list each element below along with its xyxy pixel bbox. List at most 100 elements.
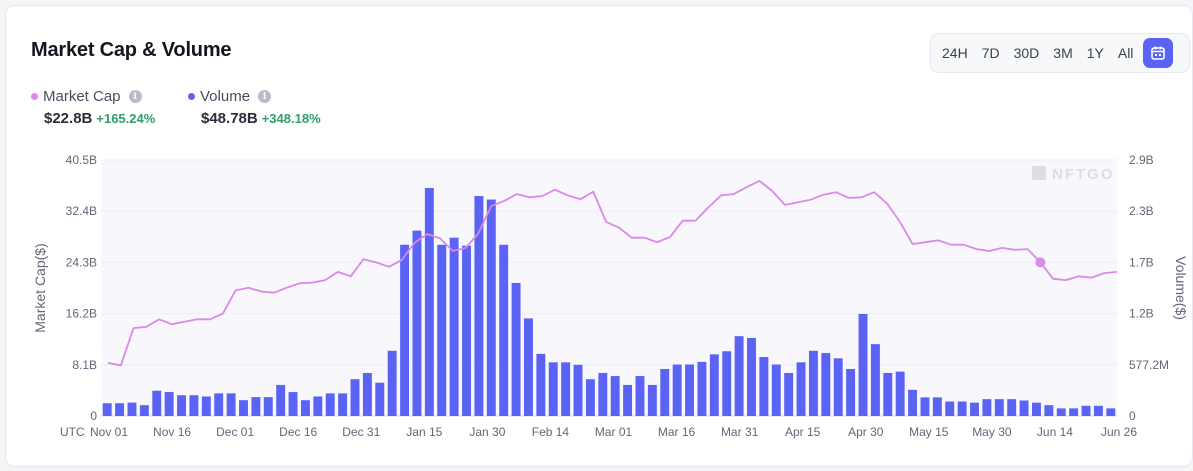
volume-bar[interactable] — [214, 393, 224, 416]
volume-bar[interactable] — [957, 401, 967, 416]
range-all-button[interactable]: All — [1117, 45, 1134, 61]
volume-bar[interactable] — [970, 402, 979, 416]
market-cap-point[interactable] — [1035, 257, 1046, 268]
volume-bar[interactable] — [821, 353, 831, 416]
volume-bar[interactable] — [239, 400, 248, 416]
volume-bar[interactable] — [226, 393, 236, 416]
volume-bar[interactable] — [462, 245, 471, 416]
volume-bar[interactable] — [895, 371, 905, 416]
volume-bar[interactable] — [982, 399, 992, 416]
volume-bar[interactable] — [610, 376, 620, 416]
volume-bar[interactable] — [375, 382, 385, 416]
range-1y-button[interactable]: 1Y — [1086, 45, 1104, 61]
volume-bar[interactable] — [994, 399, 1004, 416]
volume-bar[interactable] — [474, 196, 484, 416]
volume-bar[interactable] — [201, 396, 211, 416]
volume-bar[interactable] — [561, 362, 571, 416]
volume-bar[interactable] — [722, 351, 732, 416]
volume-bar[interactable] — [808, 350, 818, 416]
volume-bar[interactable] — [1056, 408, 1066, 416]
volume-bar[interactable] — [883, 372, 893, 416]
volume-bar[interactable] — [524, 318, 533, 416]
volume-bar[interactable] — [362, 372, 372, 416]
legend-volume[interactable]: Volume i $48.78B +348.18% — [188, 88, 321, 127]
volume-bar[interactable] — [858, 313, 868, 416]
volume-bar[interactable] — [771, 364, 781, 416]
volume-bar[interactable] — [660, 368, 670, 416]
volume-bar[interactable] — [1044, 405, 1054, 416]
volume-bar[interactable] — [759, 357, 769, 416]
volume-bar[interactable] — [189, 395, 199, 416]
volume-bar[interactable] — [288, 392, 298, 416]
volume-bar[interactable] — [300, 400, 310, 416]
volume-bar[interactable] — [387, 350, 397, 416]
volume-bar[interactable] — [1093, 405, 1103, 416]
info-icon[interactable]: i — [128, 90, 142, 103]
range-24h-button[interactable]: 24H — [942, 45, 968, 61]
volume-bar[interactable] — [945, 401, 955, 416]
volume-bar[interactable] — [1032, 402, 1041, 416]
volume-bar[interactable] — [1069, 408, 1079, 416]
volume-bar[interactable] — [276, 384, 286, 416]
volume-bar[interactable] — [127, 402, 137, 416]
volume-bar[interactable] — [870, 344, 880, 416]
volume-bar[interactable] — [846, 368, 856, 416]
volume-bar[interactable] — [697, 361, 707, 416]
volume-bar[interactable] — [152, 390, 162, 416]
volume-bar[interactable] — [1007, 399, 1017, 416]
y-left-tick-label: 8.1B — [72, 358, 97, 372]
volume-bar[interactable] — [635, 376, 645, 416]
calendar-button[interactable] — [1143, 38, 1174, 68]
volume-bar[interactable] — [115, 403, 125, 416]
range-3m-button[interactable]: 3M — [1053, 45, 1073, 61]
volume-bar[interactable] — [437, 244, 447, 416]
volume-bar[interactable] — [313, 396, 323, 416]
volume-bar[interactable] — [573, 364, 583, 416]
volume-bar[interactable] — [833, 358, 843, 416]
volume-bar[interactable] — [796, 362, 806, 416]
volume-bar[interactable] — [548, 362, 558, 416]
info-icon[interactable]: i — [258, 90, 272, 103]
nftgo-watermark: NFTGO — [1032, 166, 1113, 183]
volume-bar[interactable] — [486, 199, 496, 416]
volume-bar[interactable] — [647, 384, 657, 416]
volume-bar[interactable] — [177, 395, 186, 416]
volume-bar[interactable] — [908, 389, 918, 416]
volume-bar[interactable] — [251, 397, 261, 416]
y-right-tick-label: 2.9B — [1129, 153, 1154, 167]
volume-bar[interactable] — [709, 354, 719, 416]
volume-bar[interactable] — [350, 379, 360, 416]
market-cap-line[interactable] — [107, 179, 1118, 367]
volume-bar[interactable] — [585, 379, 595, 416]
volume-bar[interactable] — [511, 282, 521, 416]
volume-bar[interactable] — [734, 336, 744, 416]
volume-bar[interactable] — [920, 397, 930, 416]
volume-bar[interactable] — [400, 244, 410, 416]
volume-bar[interactable] — [1081, 405, 1091, 416]
volume-bar[interactable] — [1106, 408, 1116, 416]
volume-bar[interactable] — [1019, 400, 1029, 416]
volume-bar[interactable] — [784, 372, 794, 416]
volume-bar[interactable] — [139, 405, 149, 416]
volume-bar[interactable] — [672, 364, 682, 416]
volume-bar[interactable] — [424, 188, 434, 416]
volume-bar[interactable] — [325, 393, 335, 416]
volume-bar[interactable] — [164, 392, 174, 416]
volume-bar[interactable] — [338, 393, 348, 416]
volume-bar[interactable] — [747, 337, 756, 416]
volume-bar[interactable] — [623, 384, 633, 416]
volume-bar[interactable] — [499, 244, 509, 416]
volume-bar[interactable] — [685, 364, 694, 416]
volume-bar[interactable] — [412, 230, 422, 416]
volume-bar[interactable] — [263, 397, 273, 416]
range-7d-button[interactable]: 7D — [981, 45, 1000, 61]
volume-bar[interactable] — [932, 397, 942, 416]
x-tick-label: Nov 16 — [153, 425, 191, 439]
range-30d-button[interactable]: 30D — [1013, 45, 1040, 61]
legend-market-cap[interactable]: Market Cap i $22.8B +165.24% — [31, 88, 155, 127]
volume-bar[interactable] — [598, 372, 608, 416]
volume-bar[interactable] — [536, 353, 546, 416]
volume-bar[interactable] — [102, 403, 112, 416]
volume-bar[interactable] — [449, 237, 459, 416]
